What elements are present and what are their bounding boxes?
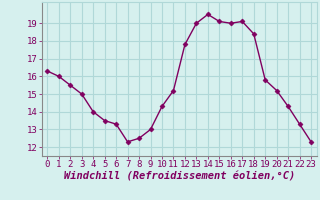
X-axis label: Windchill (Refroidissement éolien,°C): Windchill (Refroidissement éolien,°C) <box>64 172 295 182</box>
